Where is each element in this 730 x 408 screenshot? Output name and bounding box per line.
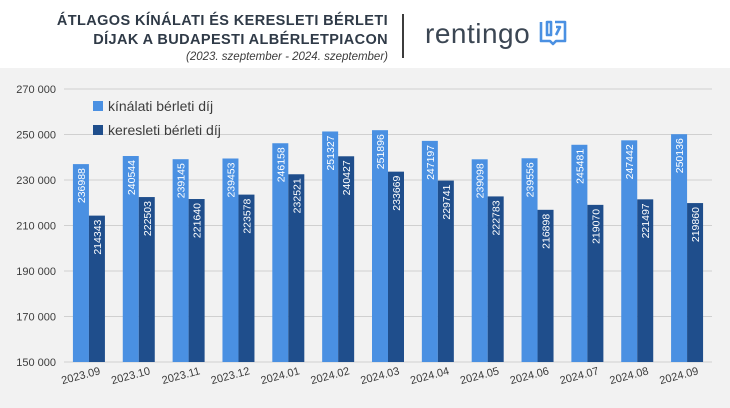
demand-data-label: 233669 xyxy=(391,176,403,211)
offer-bar xyxy=(222,158,239,362)
offer-bar xyxy=(421,140,438,362)
demand-data-label: 222783 xyxy=(491,200,503,235)
demand-data-label: 222503 xyxy=(142,201,154,236)
demand-data-label: 216898 xyxy=(541,214,553,249)
y-tick-label: 190 000 xyxy=(16,266,56,278)
offer-bar xyxy=(72,164,89,362)
demand-bar xyxy=(437,180,454,362)
title-block: ÁTLAGOS KÍNÁLATI ÉS KERESLETI BÉRLETI DÍ… xyxy=(57,12,388,63)
offer-bar xyxy=(621,140,638,362)
demand-bar xyxy=(687,203,704,362)
demand-data-label: 232521 xyxy=(291,178,303,213)
demand-bar xyxy=(487,196,504,362)
x-tick-label: 2024.06 xyxy=(509,365,551,387)
bar-chart: 150 000 170 000 190 000 210 000 230 000 250 0… xyxy=(16,84,712,387)
chart-subtitle: (2023. szeptember - 2024. szeptember) xyxy=(186,51,388,63)
demand-bar xyxy=(88,215,105,362)
chart-title-line-2: DÍJAK A BUDAPESTI ALBÉRLETPIACON xyxy=(93,32,388,48)
x-tick-label: 2023.12 xyxy=(210,365,252,387)
demand-data-label: 221640 xyxy=(192,203,204,238)
offer-data-label: 239453 xyxy=(225,162,237,197)
legend-label: kínálati bérleti díj xyxy=(108,98,213,114)
offer-data-label: 239145 xyxy=(176,163,188,198)
demand-data-label: 229741 xyxy=(441,184,453,219)
offer-data-label: 239556 xyxy=(525,162,537,197)
offer-data-label: 250136 xyxy=(674,138,686,173)
demand-bar xyxy=(138,197,155,362)
demand-data-label: 240427 xyxy=(341,160,353,195)
demand-bar xyxy=(587,204,604,362)
legend-swatch xyxy=(93,101,103,111)
demand-bar xyxy=(238,194,255,362)
demand-bar xyxy=(637,199,654,362)
demand-bar xyxy=(188,199,205,362)
offer-bar xyxy=(122,156,139,362)
chart-area: 150 000 170 000 190 000 210 000 230 000 250 0… xyxy=(0,68,730,408)
brand-name: rentingo xyxy=(425,18,531,49)
offer-bar xyxy=(521,158,538,362)
x-tick-label: 2023.10 xyxy=(110,365,152,387)
demand-data-label: 223578 xyxy=(241,198,253,233)
offer-data-label: 236988 xyxy=(76,168,88,203)
y-tick-label: 170 000 xyxy=(16,312,56,324)
demand-bar xyxy=(537,209,554,362)
offer-bar xyxy=(372,130,388,362)
offer-bar xyxy=(671,134,688,362)
x-tick-label: 2024.05 xyxy=(459,365,501,387)
offer-bar xyxy=(272,143,289,362)
demand-data-label: 219860 xyxy=(690,207,702,242)
y-tick-label: 250 000 xyxy=(16,130,56,142)
header-divider xyxy=(402,14,404,58)
x-tick-label: 2024.04 xyxy=(409,365,451,387)
offer-bar xyxy=(172,159,189,362)
x-tick-label: 2024.09 xyxy=(658,365,700,387)
header: ÁTLAGOS KÍNÁLATI ÉS KERESLETI BÉRLETI DÍ… xyxy=(0,0,730,68)
offer-data-label: 247442 xyxy=(624,144,636,179)
legend-swatch xyxy=(93,125,103,135)
demand-data-label: 221497 xyxy=(640,203,652,238)
offer-data-label: 251896 xyxy=(375,134,387,169)
offer-data-label: 251327 xyxy=(325,135,337,170)
offer-data-label: 247197 xyxy=(425,145,437,180)
x-tick-label: 2023.09 xyxy=(60,365,102,387)
demand-bar xyxy=(388,171,404,362)
x-tick-label: 2024.01 xyxy=(260,365,302,387)
demand-data-label: 214343 xyxy=(92,219,104,254)
x-tick-label: 2024.02 xyxy=(309,365,351,387)
x-tick-label: 2023.11 xyxy=(161,365,202,387)
demand-bar xyxy=(288,174,305,362)
x-tick-label: 2024.03 xyxy=(359,365,401,387)
y-tick-label: 270 000 xyxy=(16,84,56,96)
demand-data-label: 219070 xyxy=(590,209,602,244)
y-tick-label: 230 000 xyxy=(16,175,56,187)
y-tick-label: 150 000 xyxy=(16,357,56,369)
rentingo-logo-icon xyxy=(538,18,568,51)
offer-bar xyxy=(471,159,488,362)
offer-data-label: 246158 xyxy=(275,147,287,182)
chart-title-line-1: ÁTLAGOS KÍNÁLATI ÉS KERESLETI BÉRLETI xyxy=(56,13,388,29)
demand-bar xyxy=(338,156,355,362)
x-tick-label: 2024.07 xyxy=(559,365,601,387)
legend-label: keresleti bérleti díj xyxy=(108,122,221,138)
offer-data-label: 239098 xyxy=(475,163,487,198)
y-tick-label: 210 000 xyxy=(16,221,56,233)
offer-data-label: 245481 xyxy=(574,149,586,184)
offer-data-label: 240544 xyxy=(126,160,138,195)
x-tick-label: 2024.08 xyxy=(608,365,650,387)
offer-bar xyxy=(322,131,339,362)
brand-logo: rentingo xyxy=(425,14,568,54)
offer-bar xyxy=(571,144,588,362)
